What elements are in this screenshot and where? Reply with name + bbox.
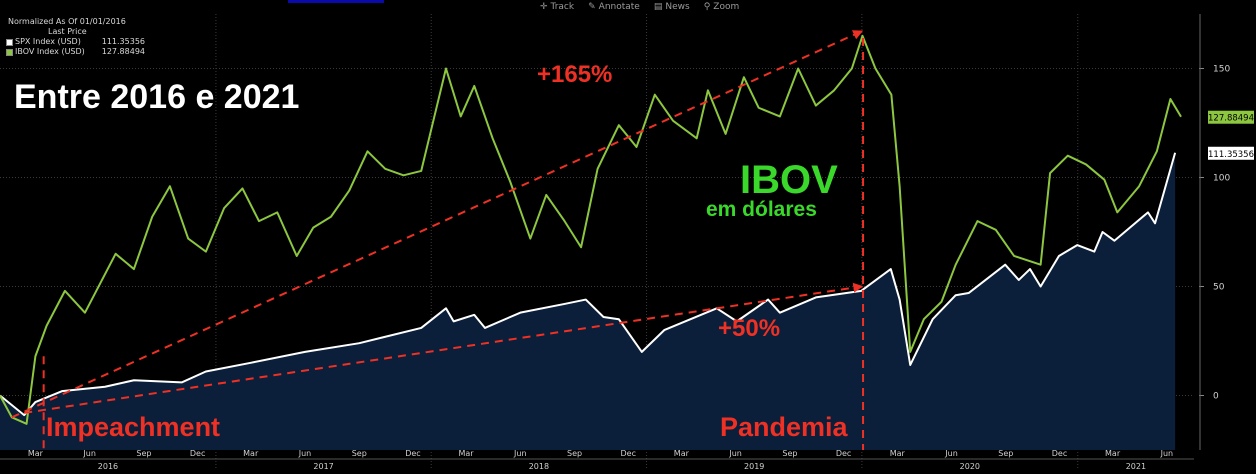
legend-spx-value: 111.35356: [101, 37, 145, 46]
x-month-label: Mar: [243, 449, 259, 458]
x-month-label: Mar: [1105, 449, 1121, 458]
last-value-label: 127.88494: [1208, 114, 1254, 124]
annotation-ibov-subtitle: em dólares: [706, 198, 817, 221]
annotation-spx-gain: +50%: [718, 315, 780, 342]
annotate-button[interactable]: ✎ Annotate: [588, 2, 640, 12]
spx-swatch: [6, 38, 13, 46]
x-month-label: Sep: [998, 449, 1013, 458]
chart-legend: Normalized As Of 01/01/2016 Last Price S…: [6, 17, 145, 57]
x-month-label: Mar: [890, 449, 906, 458]
news-icon: ▤: [653, 2, 663, 12]
y-tick-label: 100: [1213, 174, 1230, 184]
y-tick-label: 50: [1213, 283, 1225, 293]
annotation-title: Entre 2016 e 2021: [14, 78, 299, 116]
x-month-label: Jun: [82, 449, 96, 458]
chart-toolbar: ✛ Track ✎ Annotate ▤ News ⚲ Zoom: [540, 2, 739, 12]
x-month-label: Dec: [1052, 449, 1067, 458]
x-month-label: Dec: [405, 449, 420, 458]
x-month-label: Mar: [28, 449, 44, 458]
pencil-icon: ✎: [588, 2, 596, 12]
legend-last-price-header: Last Price: [48, 27, 87, 36]
x-month-label: Sep: [136, 449, 151, 458]
x-year-label: 2021: [1126, 462, 1146, 471]
x-month-label: Jun: [513, 449, 527, 458]
last-value-label: 111.35356: [1208, 150, 1254, 160]
annotate-label: Annotate: [598, 2, 640, 12]
x-month-label: Dec: [836, 449, 851, 458]
x-month-label: Dec: [190, 449, 205, 458]
x-year-label: 2018: [529, 462, 549, 471]
y-tick-label: 150: [1213, 65, 1230, 75]
x-month-label: Dec: [621, 449, 636, 458]
track-button[interactable]: ✛ Track: [540, 2, 574, 12]
legend-normalized-note: Normalized As Of 01/01/2016: [8, 17, 126, 26]
x-year-label: 2020: [960, 462, 980, 471]
annotation-impeachment: Impeachment: [46, 412, 220, 442]
x-month-label: Sep: [567, 449, 582, 458]
magnifier-icon: ⚲: [703, 2, 711, 12]
zoom-button[interactable]: ⚲ Zoom: [704, 2, 740, 12]
x-year-label: 2016: [98, 462, 118, 471]
news-button[interactable]: ▤ News: [654, 2, 690, 12]
annotation-ibov-label: IBOV: [740, 158, 838, 202]
x-month-label: Jun: [1160, 449, 1174, 458]
x-year-label: 2019: [744, 462, 764, 471]
x-month-label: Mar: [458, 449, 474, 458]
ibov-line[interactable]: [0, 34, 1182, 425]
annotation-ibov-gain: +165%: [537, 61, 612, 88]
y-tick-label: 0: [1213, 392, 1219, 402]
news-label: News: [665, 2, 690, 12]
legend-ibov-name: IBOV Index (USD): [15, 47, 85, 56]
x-month-label: Mar: [674, 449, 690, 458]
x-year-label: 2017: [313, 462, 333, 471]
legend-spx-name: SPX Index (USD): [15, 37, 81, 46]
trend-arrow-0: [11, 30, 864, 419]
last-value-tag-1: [1208, 110, 1254, 124]
legend-row-ibov[interactable]: IBOV Index (USD) 127.88494: [6, 47, 145, 57]
window-accent-bar: [288, 0, 384, 3]
x-month-label: Jun: [728, 449, 742, 458]
ibov-swatch: [6, 48, 13, 56]
annotation-pandemia: Pandemia: [720, 412, 849, 442]
crosshair-icon: ✛: [540, 2, 548, 12]
x-month-label: Sep: [352, 449, 367, 458]
x-month-label: Sep: [782, 449, 797, 458]
trend-arrow-1: [24, 282, 864, 414]
track-label: Track: [550, 2, 575, 12]
zoom-label: Zoom: [713, 2, 740, 12]
legend-ibov-value: 127.88494: [101, 47, 145, 56]
x-month-label: Jun: [944, 449, 958, 458]
legend-row-spx[interactable]: SPX Index (USD) 111.35356: [6, 37, 145, 47]
last-value-tag-0: [1208, 146, 1254, 160]
x-month-label: Jun: [298, 449, 312, 458]
